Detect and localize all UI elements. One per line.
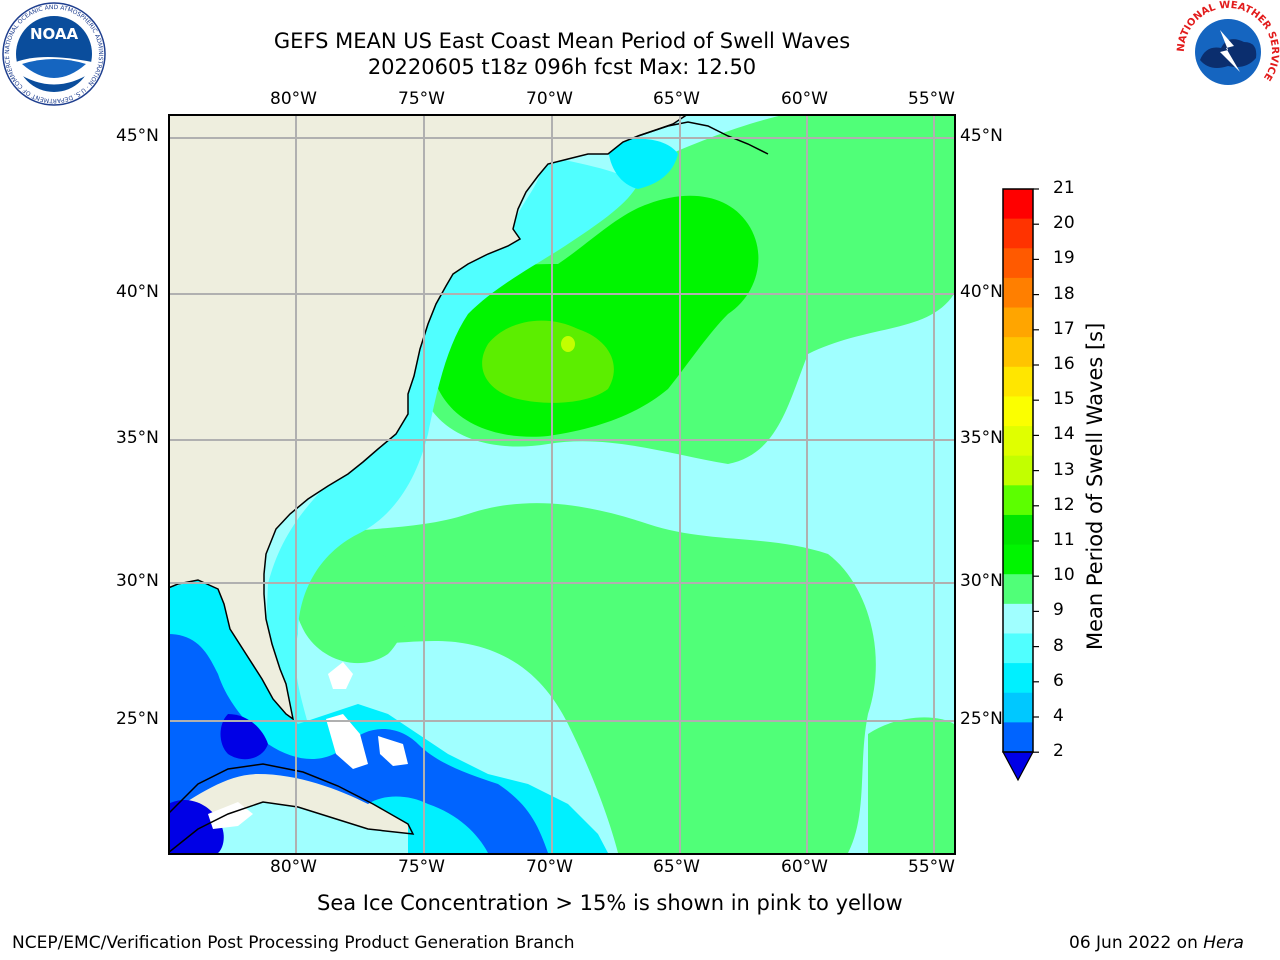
lat-label-left-25n: 25°N (116, 709, 159, 729)
lat-label-right-30n: 30°N (960, 571, 1003, 591)
colorbar-tick-label: 18 (1053, 283, 1075, 304)
colorbar-canvas (1001, 188, 1039, 782)
colorbar-swatch (1003, 544, 1033, 575)
colorbar-swatch (1003, 603, 1033, 634)
chart-subtitle: 20220605 t18z 096h fcst Max: 12.50 (367, 55, 757, 79)
footer-date-text: 06 Jun 2022 on (1069, 933, 1198, 953)
colorbar-swatch (1003, 633, 1033, 664)
colorbar-label: Mean Period of Swell Waves [s] (1083, 322, 1107, 650)
footer-machine: Hera (1203, 933, 1244, 953)
colorbar-swatch (1003, 307, 1033, 338)
colorbar-tick-label: 16 (1053, 354, 1075, 374)
bahamas-bank-2 (326, 714, 368, 769)
lon-label-top-60w: 60°W (781, 89, 828, 109)
lon-label-top-65w: 65°W (653, 89, 700, 109)
coastline-nova-scotia (637, 121, 769, 155)
colorbar-tick-label: 21 (1053, 178, 1075, 198)
colorbar-swatch (1003, 189, 1033, 220)
lon-label-bottom-65w: 65°W (653, 857, 700, 877)
colorbar-tick-label: 12 (1053, 494, 1075, 515)
colorbar-swatch (1003, 692, 1033, 723)
colorbar-tick-label: 15 (1053, 389, 1075, 410)
colorbar-swatch (1003, 337, 1033, 368)
colorbar-tick-label: 4 (1053, 706, 1064, 726)
land-cuba (168, 764, 413, 853)
lon-label-bottom-60w: 60°W (781, 857, 828, 877)
colorbar-tick-label: 13 (1053, 459, 1075, 480)
period-below-2-straits (220, 714, 268, 760)
colorbar-swatch (1003, 722, 1033, 753)
lat-label-left-45n: 45°N (116, 126, 159, 146)
lat-label-left-30n: 30°N (116, 571, 159, 591)
colorbar-tick-label: 2 (1053, 741, 1064, 762)
graticule (168, 114, 954, 853)
noaa-logo-text: NOAA (30, 25, 79, 43)
period-9-10-central (294, 503, 876, 853)
sea-ice-caption: Sea Ice Concentration > 15% is shown in … (317, 891, 903, 915)
colorbar-swatch (1003, 396, 1033, 427)
colorbar-tick-label: 14 (1053, 424, 1075, 445)
lat-label-right-45n: 45°N (960, 126, 1003, 146)
period-9-10-se (868, 717, 954, 853)
period-9-10-west-blob (290, 540, 409, 664)
colorbar-tick-label: 6 (1053, 670, 1064, 691)
colorbar-tick-label: 11 (1053, 530, 1075, 550)
nws-logo: NATIONAL WEATHER SERVICE (1176, 0, 1280, 104)
colorbar-swatch (1003, 455, 1033, 486)
period-12-13 (561, 336, 575, 352)
lon-label-bottom-55w: 55°W (908, 857, 955, 877)
period-8-9-coastal (264, 154, 638, 764)
colorbar-tick-label: 20 (1053, 213, 1075, 234)
colorbar-under-extend (1001, 751, 1035, 782)
noaa-logo: NOAA NATIONAL OCEANIC AND ATMOSPHERIC AD… (2, 2, 106, 106)
period-below-2-caribbean (168, 799, 224, 853)
lon-label-bottom-70w: 70°W (526, 857, 573, 877)
swell-period-map (168, 114, 956, 855)
period-11-12 (482, 320, 614, 403)
colorbar-tick-label: 19 (1053, 248, 1075, 269)
colorbar-swatch (1003, 218, 1033, 249)
chart-title: GEFS MEAN US East Coast Mean Period of S… (273, 29, 851, 53)
colorbar-tick-label: 10 (1053, 565, 1075, 586)
lat-label-left-40n: 40°N (116, 282, 159, 302)
map-canvas (168, 114, 956, 855)
colorbar-swatch (1003, 514, 1033, 546)
lat-label-left-35n: 35°N (116, 428, 159, 448)
bahamas-bank-1 (328, 662, 353, 689)
colorbar-swatch (1003, 426, 1033, 457)
lon-label-top-55w: 55°W (908, 89, 955, 109)
lat-label-right-40n: 40°N (960, 282, 1003, 302)
bahamas-bank-3 (378, 736, 408, 766)
lat-label-right-25n: 25°N (960, 709, 1003, 729)
lat-label-right-35n: 35°N (960, 428, 1003, 448)
land-us (168, 114, 688, 719)
colorbar-swatch (1003, 663, 1033, 694)
colorbar-tick-label: 9 (1053, 600, 1064, 621)
colorbar-swatch (1003, 485, 1033, 516)
lon-label-bottom-75w: 75°W (398, 857, 445, 877)
coastline-cuba (168, 763, 415, 853)
colorbar-swatch (1003, 248, 1033, 279)
colorbar-swatch (1003, 277, 1033, 309)
period-6-8-gulf-maine (608, 138, 678, 189)
colorbar-tick-label: 17 (1053, 318, 1075, 339)
footer-producer: NCEP/EMC/Verification Post Processing Pr… (12, 933, 575, 953)
map-frame (168, 114, 956, 855)
lon-label-top-80w: 80°W (270, 89, 317, 109)
lon-label-bottom-80w: 80°W (270, 857, 317, 877)
colorbar-swatch (1003, 366, 1033, 397)
colorbar (1000, 186, 1070, 786)
lon-label-top-70w: 70°W (526, 89, 573, 109)
lon-label-top-75w: 75°W (398, 89, 445, 109)
colorbar-swatch (1003, 574, 1033, 605)
coastline-us (168, 114, 689, 721)
period-9-10-ne (898, 144, 954, 264)
colorbar-tick-label: 8 (1053, 635, 1064, 656)
footer-date: 06 Jun 2022 on Hera (1069, 933, 1244, 953)
